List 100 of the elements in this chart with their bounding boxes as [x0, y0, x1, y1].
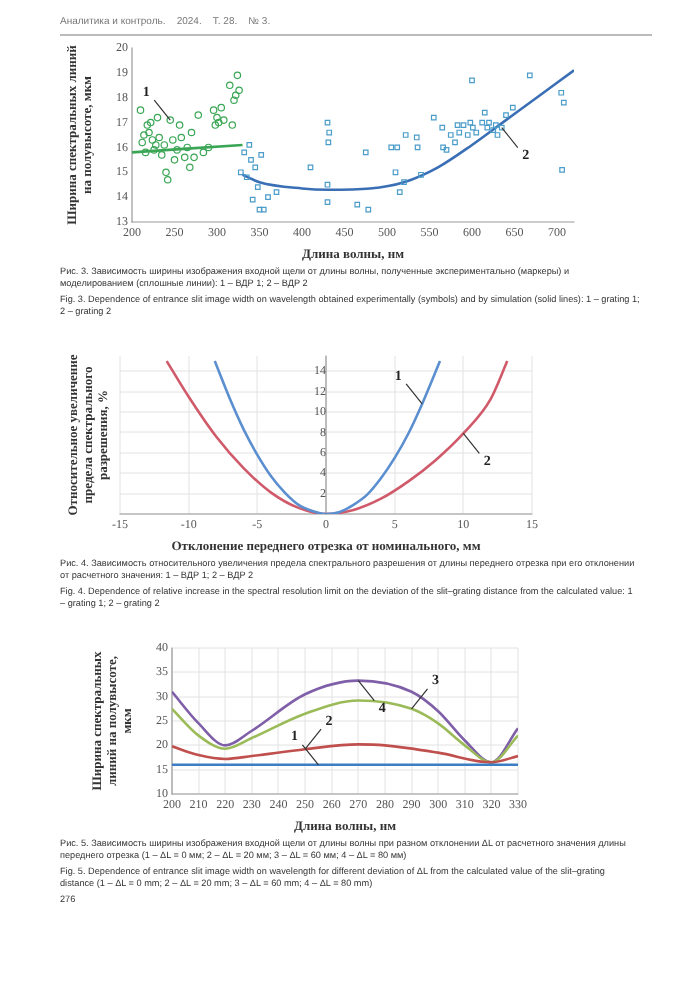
point [388, 144, 395, 151]
point [469, 124, 476, 131]
point [392, 169, 399, 176]
point [456, 129, 463, 136]
point [157, 151, 166, 159]
line-series [213, 359, 442, 514]
point [558, 89, 565, 96]
point [325, 139, 332, 146]
point [145, 128, 153, 137]
point [443, 147, 450, 153]
point [153, 113, 162, 122]
point [146, 118, 155, 127]
point [324, 181, 331, 188]
point [217, 103, 226, 112]
point [490, 127, 497, 133]
point [365, 206, 372, 213]
point [273, 189, 280, 196]
point [235, 86, 243, 95]
point [187, 128, 196, 137]
point [324, 119, 331, 126]
point [170, 156, 179, 164]
point [220, 116, 228, 124]
point [509, 104, 516, 111]
point [155, 133, 163, 142]
point [503, 112, 509, 118]
point [180, 153, 189, 162]
point [413, 134, 420, 141]
point [190, 153, 198, 162]
point [460, 122, 467, 128]
point [469, 77, 475, 84]
line-series [165, 359, 509, 514]
point [492, 122, 499, 128]
point [243, 174, 250, 181]
point [143, 121, 152, 129]
point [175, 121, 184, 129]
point [163, 175, 172, 184]
point [140, 131, 148, 139]
point [225, 81, 234, 90]
point [402, 132, 409, 138]
point [439, 124, 446, 131]
point [254, 184, 261, 191]
point [559, 166, 565, 173]
point [166, 116, 175, 124]
point [209, 106, 218, 114]
point [230, 96, 238, 104]
point [494, 132, 501, 138]
point [138, 138, 146, 147]
point [241, 149, 248, 156]
point [418, 171, 424, 178]
point [394, 144, 401, 151]
point [414, 144, 421, 151]
point [454, 122, 461, 128]
point [326, 129, 333, 136]
point [484, 124, 491, 131]
point [233, 71, 242, 80]
line-series [172, 699, 518, 764]
point [183, 143, 192, 152]
point [169, 136, 177, 144]
point [141, 148, 150, 157]
point [447, 132, 454, 138]
point [162, 168, 170, 177]
point [150, 146, 158, 154]
point [194, 111, 203, 119]
point [237, 169, 244, 176]
line-series [172, 743, 518, 764]
point [148, 136, 157, 144]
point [248, 156, 254, 163]
point [481, 109, 488, 116]
point [214, 118, 223, 127]
point [160, 141, 169, 149]
point [211, 121, 220, 129]
point [258, 152, 265, 158]
point [479, 119, 486, 126]
point [246, 142, 253, 148]
point [252, 164, 259, 171]
point [354, 201, 361, 208]
point [430, 114, 437, 121]
point [307, 164, 314, 171]
point [362, 149, 369, 156]
point [152, 141, 160, 149]
point [213, 113, 221, 122]
point [464, 132, 471, 138]
point [199, 148, 208, 157]
point [473, 129, 480, 136]
point [204, 143, 213, 152]
point [440, 144, 446, 151]
point [396, 189, 403, 196]
point [136, 106, 145, 114]
point [486, 119, 492, 126]
point [324, 199, 331, 205]
point [186, 163, 194, 172]
point [452, 139, 458, 146]
point [249, 196, 256, 203]
point [231, 91, 240, 100]
point [498, 124, 505, 131]
point [265, 194, 271, 201]
point [526, 72, 533, 79]
point [228, 121, 237, 129]
point [467, 119, 474, 126]
point [256, 206, 263, 213]
